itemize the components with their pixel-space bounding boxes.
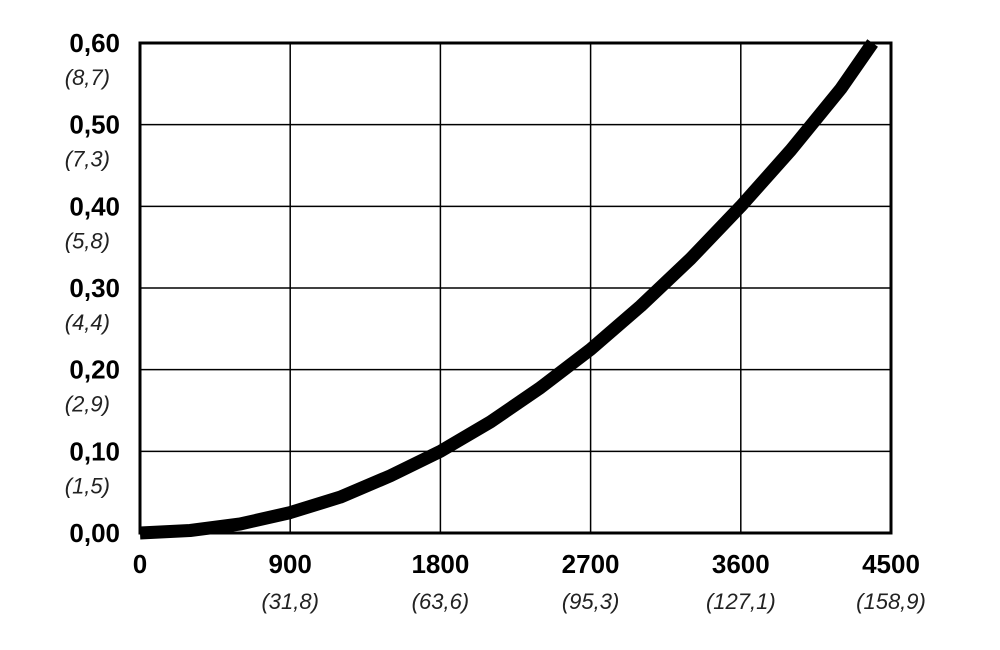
tick-labels: 0 900 (31,8) 1800 (63,6) 2700 (95,3) 3600 (127,1…: [65, 28, 926, 614]
y-tick-sublabel: (8,7): [65, 65, 110, 90]
y-tick-sublabel: (7,3): [65, 147, 110, 172]
y-tick-label: 0,10: [69, 436, 120, 466]
y-tick-label: 0,30: [69, 273, 120, 303]
x-tick-sublabel: (95,3): [562, 589, 619, 614]
y-tick-label: 0,60: [69, 28, 120, 58]
series-line: [139, 39, 878, 540]
x-tick-label: 3600: [712, 549, 770, 579]
x-tick-label: 2700: [562, 549, 620, 579]
plot-frame: [138, 41, 893, 535]
y-tick-sublabel: (4,4): [65, 310, 110, 335]
y-tick-sublabel: (1,5): [65, 473, 110, 498]
x-tick-label: 4500: [862, 549, 920, 579]
x-tick-label: 900: [269, 549, 312, 579]
y-tick-label: 0,00: [69, 518, 120, 548]
y-tick-sublabel: (5,8): [65, 228, 110, 253]
y-tick-sublabel: (2,9): [65, 392, 110, 417]
x-tick-sublabel: (31,8): [261, 589, 318, 614]
y-tick-label: 0,50: [69, 110, 120, 140]
y-tick-label: 0,40: [69, 191, 120, 221]
x-tick-sublabel: (127,1): [706, 589, 776, 614]
x-tick-sublabel: (158,9): [856, 589, 926, 614]
x-tick-sublabel: (63,6): [412, 589, 469, 614]
x-tick-label: 1800: [411, 549, 469, 579]
y-tick-label: 0,20: [69, 355, 120, 385]
x-tick-label: 0: [133, 549, 147, 579]
grid: [140, 43, 891, 533]
